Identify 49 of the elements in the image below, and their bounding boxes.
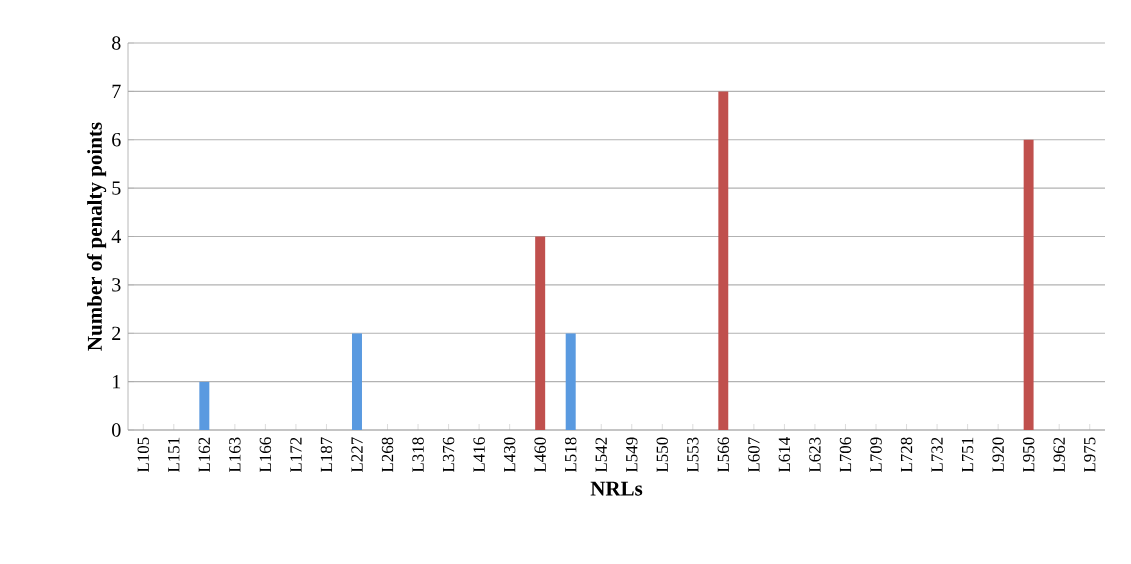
y-tick-label: 1 [113, 375, 121, 389]
x-tick-label: L187 [320, 437, 333, 473]
x-tick-label: L163 [229, 437, 241, 473]
x-tick-label: L172 [290, 437, 302, 473]
x-tick-label: L518 [564, 437, 577, 473]
y-tick-label: 5 [112, 181, 121, 195]
x-tick-label: L151 [168, 437, 180, 473]
y-tick-label: 2 [112, 326, 121, 340]
x-tick-label: L709 [870, 437, 882, 473]
y-tick-label: 7 [112, 84, 121, 98]
x-tick-label: L950 [1022, 437, 1035, 473]
x-tick-label: L162 [198, 437, 211, 473]
x-tick-label: L732 [931, 437, 943, 473]
bar [535, 236, 546, 430]
x-tick-label: L728 [900, 437, 913, 473]
y-tick-label: 4 [111, 229, 121, 244]
x-tick-label: L706 [839, 437, 852, 473]
x-tick-label: L553 [687, 437, 699, 473]
x-tick-label: L430 [503, 437, 516, 473]
x-tick-label: L460 [534, 437, 546, 473]
y-tick-label: 8 [112, 36, 121, 50]
bar [718, 91, 729, 430]
bar [199, 381, 210, 430]
x-axis-title: NRLs [590, 481, 643, 496]
x-tick-label: L975 [1084, 437, 1096, 473]
bar [565, 333, 576, 430]
x-tick-label: L268 [381, 437, 394, 473]
y-tick-label: 0 [112, 423, 121, 437]
x-tick-label: L542 [595, 437, 607, 473]
bar [1023, 139, 1034, 430]
x-tick-label: L614 [778, 436, 791, 473]
x-tick-label: L318 [412, 437, 424, 473]
y-axis-title: Number of penalty points [86, 122, 107, 351]
x-tick-label: L607 [748, 437, 760, 473]
x-tick-label: L105 [137, 437, 149, 473]
y-tick-label: 6 [112, 133, 121, 147]
x-tick-label: L920 [992, 437, 1004, 473]
x-tick-label: L566 [717, 437, 730, 473]
x-tick-label: L376 [442, 437, 455, 473]
x-tick-label: L550 [656, 437, 669, 473]
x-tick-label: L549 [626, 437, 638, 473]
x-tick-label: L166 [259, 437, 272, 473]
x-tick-label: L751 [961, 437, 974, 473]
x-tick-label: L962 [1053, 437, 1065, 473]
x-tick-label: L623 [809, 437, 821, 473]
x-tick-label: L227 [351, 437, 363, 473]
bar [351, 333, 362, 430]
y-tick-label: 3 [112, 278, 121, 292]
x-tick-label: L416 [473, 437, 485, 473]
